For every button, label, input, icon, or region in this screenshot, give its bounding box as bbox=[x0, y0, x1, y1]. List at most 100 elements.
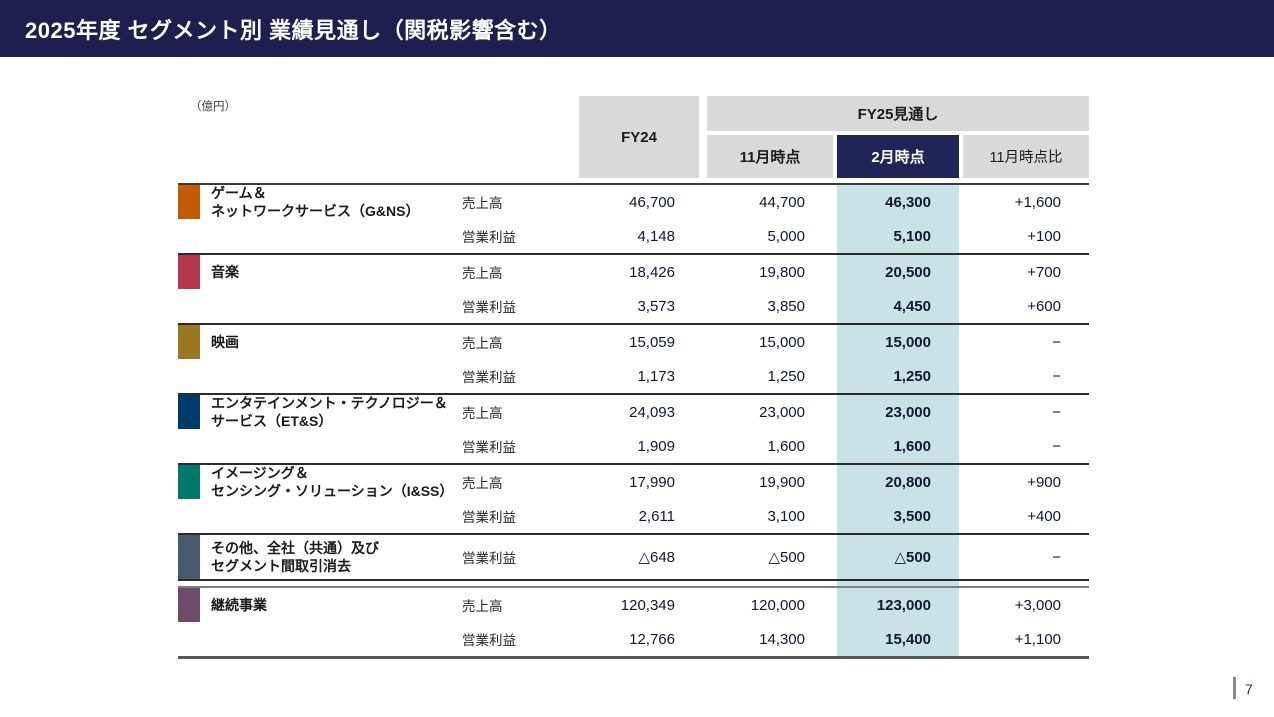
segment-block-others: その他、全社（共通）及び セグメント間取引消去 営業利益 △648 △500 △500− bbox=[178, 535, 1089, 581]
value-fy25-february: 1,600 bbox=[893, 437, 931, 455]
metric-label: 売上高 bbox=[462, 599, 503, 614]
segment-name-line: その他、全社（共通）及び bbox=[211, 540, 379, 556]
segment-name-line: ネットワークサービス（G&NS） bbox=[211, 203, 420, 219]
value-fy24: 18,426 bbox=[629, 263, 675, 281]
metric-label: 営業利益 bbox=[462, 230, 516, 245]
segment-name-line: エンタテインメント・テクノロジー＆ bbox=[211, 395, 448, 411]
value-fy25-november: 3,850 bbox=[767, 297, 805, 315]
unit-label: （億円） bbox=[190, 101, 236, 113]
title-bar: 2025年度 セグメント別 業績見通し（関税影響含む） bbox=[0, 0, 1274, 57]
value-vs-november: +400 bbox=[1027, 507, 1061, 525]
metric-label: 営業利益 bbox=[462, 440, 516, 455]
segment-block-gns: ゲーム＆ ネットワークサービス（G&NS） 売上高 46,700 44,700 46,30… bbox=[178, 185, 1089, 255]
value-fy25-february: 20,800 bbox=[885, 473, 931, 491]
value-vs-november: +600 bbox=[1027, 297, 1061, 315]
segment-name-line: ゲーム＆ bbox=[211, 185, 267, 201]
value-fy25-november: △500 bbox=[768, 549, 805, 566]
segment-block-ets: エンタテインメント・テクノロジー＆ サービス（ET&S） 売上高 24,093 23,0… bbox=[178, 395, 1089, 465]
segment-name-line: サービス（ET&S） bbox=[211, 413, 333, 429]
value-fy25-november: 1,600 bbox=[767, 437, 805, 455]
column-header-november: 11月時点 bbox=[707, 135, 833, 178]
metric-label: 営業利益 bbox=[462, 300, 516, 315]
value-fy25-february: 123,000 bbox=[876, 596, 931, 614]
segment-name: 映画 bbox=[200, 325, 455, 359]
value-fy24: 17,990 bbox=[629, 473, 675, 491]
metric-label: 売上高 bbox=[462, 196, 503, 211]
value-vs-november: − bbox=[1052, 333, 1061, 351]
segment-color-bar bbox=[178, 395, 200, 429]
segment-name: エンタテインメント・テクノロジー＆ サービス（ET&S） bbox=[200, 395, 455, 429]
value-fy25-february: △500 bbox=[894, 549, 931, 566]
segment-color-bar bbox=[178, 255, 200, 289]
value-fy24: 2,611 bbox=[638, 507, 675, 525]
segment-name-line: 映画 bbox=[211, 334, 239, 350]
segment-name: ゲーム＆ ネットワークサービス（G&NS） bbox=[200, 185, 455, 219]
value-fy24: 12,766 bbox=[629, 630, 675, 648]
value-fy25-november: 19,800 bbox=[759, 263, 805, 281]
value-fy25-november: 1,250 bbox=[767, 367, 805, 385]
metric-label: 営業利益 bbox=[462, 510, 516, 525]
value-fy25-november: 15,000 bbox=[759, 333, 805, 351]
metric-label: 営業利益 bbox=[462, 551, 516, 566]
segment-name-line: セグメント間取引消去 bbox=[211, 558, 351, 574]
value-fy25-february: 20,500 bbox=[885, 263, 931, 281]
segment-name: 音楽 bbox=[200, 255, 455, 289]
segment-name: その他、全社（共通）及び セグメント間取引消去 bbox=[200, 535, 455, 579]
value-fy25-november: 5,000 bbox=[767, 227, 805, 245]
value-vs-november: − bbox=[1052, 367, 1061, 385]
value-vs-november: +100 bbox=[1027, 227, 1061, 245]
segment-color-bar bbox=[178, 588, 200, 622]
value-fy25-november: 23,000 bbox=[759, 403, 805, 421]
value-fy24: 46,700 bbox=[629, 193, 675, 211]
segment-block-continuing-operations: 継続事業 売上高 120,349 120,000 123,000 +3,000 営業利益 12… bbox=[178, 586, 1089, 659]
value-fy24: △648 bbox=[638, 549, 675, 566]
footer-divider bbox=[1233, 677, 1236, 699]
column-header-vs-november: 11月時点比 bbox=[963, 135, 1089, 178]
value-vs-november: − bbox=[1052, 548, 1061, 566]
segment-name-line: イメージング＆ bbox=[211, 465, 309, 481]
value-fy25-february: 3,500 bbox=[893, 507, 931, 525]
value-fy24: 24,093 bbox=[629, 403, 675, 421]
segment-name-line: 音楽 bbox=[211, 264, 239, 280]
segment-color-bar bbox=[178, 465, 200, 499]
value-fy25-february: 15,000 bbox=[885, 333, 931, 351]
value-vs-november: +900 bbox=[1027, 473, 1061, 491]
page-number: 7 bbox=[1245, 681, 1253, 697]
forecast-table: （億円） FY24 FY25見通し 11月時点 2月時点 11月時点比 ゲーム＆… bbox=[178, 96, 1090, 659]
column-header-fy24: FY24 bbox=[579, 96, 699, 178]
value-vs-november: − bbox=[1052, 437, 1061, 455]
value-fy25-february: 23,000 bbox=[885, 403, 931, 421]
metric-label: 売上高 bbox=[462, 266, 503, 281]
page-title: 2025年度 セグメント別 業績見通し（関税影響含む） bbox=[25, 17, 562, 43]
value-fy25-february: 5,100 bbox=[893, 227, 931, 245]
value-vs-november: +3,000 bbox=[1014, 596, 1061, 614]
metric-label: 営業利益 bbox=[462, 633, 516, 648]
segment-color-bar bbox=[178, 535, 200, 579]
value-fy25-november: 44,700 bbox=[759, 193, 805, 211]
metric-label: 営業利益 bbox=[462, 370, 516, 385]
segment-name-line: センシング・ソリューション（I&SS） bbox=[211, 483, 454, 499]
segment-color-bar bbox=[178, 325, 200, 359]
value-fy25-february: 46,300 bbox=[885, 193, 931, 211]
metric-label: 売上高 bbox=[462, 476, 503, 491]
value-fy25-november: 120,000 bbox=[750, 596, 805, 614]
column-header-february: 2月時点 bbox=[837, 135, 959, 178]
value-vs-november: − bbox=[1052, 403, 1061, 421]
metric-label: 売上高 bbox=[462, 406, 503, 421]
value-fy24: 3,573 bbox=[637, 297, 675, 315]
value-fy25-february: 4,450 bbox=[893, 297, 931, 315]
value-vs-november: +1,100 bbox=[1014, 630, 1061, 648]
metric-label: 売上高 bbox=[462, 336, 503, 351]
segment-block-iss: イメージング＆ センシング・ソリューション（I&SS） 売上高 17,990 19,90… bbox=[178, 465, 1089, 535]
table-body: ゲーム＆ ネットワークサービス（G&NS） 売上高 46,700 44,700 46,30… bbox=[178, 183, 1089, 659]
segment-color-bar bbox=[178, 185, 200, 219]
value-fy24: 4,148 bbox=[637, 227, 675, 245]
value-vs-november: +1,600 bbox=[1014, 193, 1061, 211]
value-fy24: 15,059 bbox=[629, 333, 675, 351]
value-fy25-february: 15,400 bbox=[885, 630, 931, 648]
value-fy25-november: 14,300 bbox=[759, 630, 805, 648]
segment-block-music: 音楽 売上高 18,426 19,800 20,500 +700 営業利益 3,573 3,85… bbox=[178, 255, 1089, 325]
value-fy24: 1,909 bbox=[637, 437, 675, 455]
segment-block-pictures: 映画 売上高 15,059 15,000 15,000 − 営業利益 1,173 1,250 1,… bbox=[178, 325, 1089, 395]
